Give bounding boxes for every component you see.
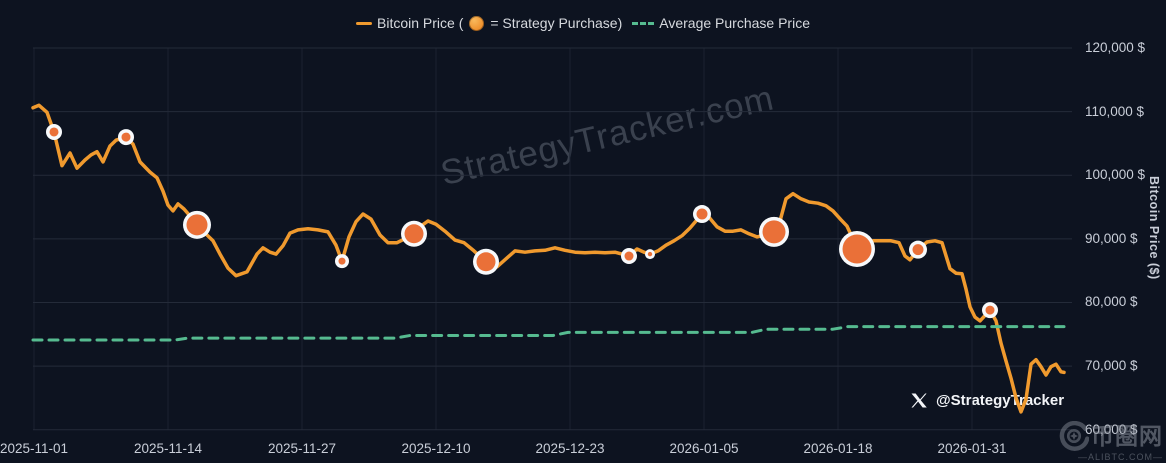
purchase-marker: [912, 244, 924, 256]
y-tick-label: 90,000 $: [1085, 230, 1138, 246]
purchase-marker: [624, 251, 634, 261]
purchase-marker: [338, 257, 346, 265]
purchase-marker: [647, 251, 653, 257]
purchase-marker: [762, 220, 786, 244]
site-badge-icon: [1059, 421, 1089, 451]
purchase-marker: [121, 132, 131, 142]
y-tick-label: 100,000 $: [1085, 167, 1146, 183]
x-tick-label: 2026-01-18: [803, 441, 873, 456]
purchase-marker-icon: [469, 15, 485, 31]
site-badge: 币圈网 —ALIBTC.COM—: [1059, 421, 1163, 462]
legend-average-label: Average Purchase Price: [659, 15, 810, 31]
legend-bitcoin-prefix: Bitcoin Price (: [377, 15, 464, 31]
x-tick-label: 2026-01-05: [669, 441, 739, 456]
x-tick-label: 2026-01-31: [937, 441, 1007, 456]
y-tick-label: 60,000 $: [1085, 421, 1138, 437]
purchase-marker: [49, 127, 59, 137]
chart-legend: Bitcoin Price ( = Strategy Purchase) Ave…: [0, 13, 1166, 33]
y-tick-label: 70,000 $: [1085, 358, 1138, 374]
average-line-swatch-icon: [632, 21, 655, 25]
bitcoin-line-swatch-icon: [356, 21, 372, 25]
x-tick-label: 2025-11-27: [267, 441, 337, 456]
y-tick-label: 110,000 $: [1085, 103, 1145, 119]
purchase-marker: [985, 305, 995, 315]
site-badge-name: 币圈网: [1091, 422, 1163, 449]
twitter-handle-label: @StrategyTracker: [936, 392, 1065, 409]
x-tick-label: 2025-11-01: [0, 441, 69, 456]
x-tick-label: 2025-12-10: [401, 441, 471, 456]
x-tick-label: 2025-11-14: [133, 441, 203, 456]
legend-item-average-price[interactable]: Average Purchase Price: [632, 15, 810, 31]
purchase-marker: [404, 224, 424, 244]
purchase-marker: [696, 208, 708, 220]
y-tick-label: 80,000 $: [1085, 294, 1138, 310]
site-badge-domain: —ALIBTC.COM—: [1077, 452, 1163, 462]
average-price-line: [31, 325, 1066, 342]
x-logo-icon: [911, 393, 927, 408]
legend-bitcoin-suffix: = Strategy Purchase): [490, 15, 623, 31]
x-tick-label: 2025-12-23: [535, 441, 605, 456]
purchase-marker: [186, 214, 208, 236]
purchase-marker: [842, 234, 872, 264]
y-tick-label: 120,000 $: [1085, 40, 1146, 55]
legend-item-bitcoin-price[interactable]: Bitcoin Price ( = Strategy Purchase): [356, 15, 622, 31]
twitter-handle: @StrategyTracker: [911, 392, 1064, 409]
y-axis-title: Bitcoin Price ($): [1147, 176, 1161, 280]
purchase-marker: [476, 252, 496, 272]
